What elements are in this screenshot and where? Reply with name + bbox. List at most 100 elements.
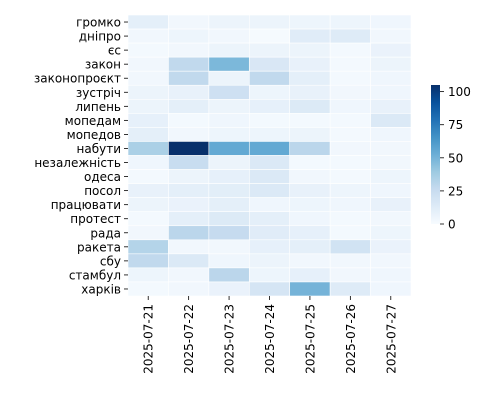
heatmap-cell (248, 225, 291, 241)
heatmap-cell (248, 155, 291, 170)
x-tick-label: 2025-07-25 (303, 304, 317, 374)
heatmap-cell (370, 225, 412, 241)
heatmap-cell (208, 42, 250, 58)
heatmap-cell (289, 281, 331, 297)
x-tick-label: 2025-07-24 (263, 304, 277, 374)
heatmap-cell (127, 183, 169, 198)
y-tick-label: харків (81, 282, 121, 296)
heatmap-cell (168, 169, 210, 184)
y-tick-label: зустріч (76, 86, 121, 100)
heatmap-cell (289, 127, 331, 142)
heatmap-cell (370, 169, 412, 184)
heatmap-cell (127, 225, 169, 241)
heatmap-cell (289, 56, 331, 72)
heatmap-cell (289, 225, 331, 241)
y-tick-label: законопроєкт (34, 72, 121, 86)
heatmap-cell (248, 84, 291, 100)
heatmap-cell (248, 14, 291, 30)
heatmap-cell (329, 225, 371, 241)
heatmap-cell (127, 239, 169, 255)
heatmap-cell (208, 267, 250, 283)
heatmap-cell (208, 70, 250, 86)
heatmap-cell (248, 141, 291, 156)
heatmap-cell (370, 183, 412, 198)
heatmap-cell (168, 42, 210, 58)
heatmap-cell (168, 267, 210, 283)
heatmap-cell (329, 14, 371, 30)
heatmap-cell (248, 42, 291, 58)
heatmap-cell (208, 183, 250, 198)
heatmap-cell (370, 84, 412, 100)
heatmap-cell (208, 84, 250, 100)
heatmap-cell (208, 113, 250, 128)
heatmap-cell (329, 113, 371, 128)
colorbar-tick-label: 75 (448, 118, 463, 132)
heatmap-cell (248, 28, 291, 44)
heatmap-cell (248, 169, 291, 184)
heatmap-cell (168, 281, 210, 297)
heatmap-cell (208, 211, 250, 227)
heatmap-cell (208, 155, 250, 170)
y-tick-label: протест (70, 212, 121, 226)
heatmap-cell (329, 197, 371, 212)
y-tick-label: одеса (84, 170, 121, 184)
heatmap-cell (168, 183, 210, 198)
heatmap-cell (208, 99, 250, 114)
y-tick-label: закон (85, 58, 121, 72)
heatmap-cell (168, 99, 210, 114)
heatmap-cell (329, 127, 371, 142)
y-tick-label: стамбул (69, 268, 121, 282)
heatmap-cell (289, 267, 331, 283)
heatmap-cell (289, 70, 331, 86)
heatmap-cell (370, 141, 412, 156)
heatmap-cell (248, 70, 291, 86)
heatmap-cell (127, 169, 169, 184)
y-tick-label: громко (76, 16, 121, 30)
heatmap-cell (370, 253, 412, 269)
heatmap-cell (370, 155, 412, 170)
heatmap-cell (248, 56, 291, 72)
y-tick-label: дніпро (79, 30, 121, 44)
colorbar-tick-label: 25 (448, 184, 463, 198)
y-tick-label: працювати (51, 198, 121, 212)
y-tick-label: посол (84, 184, 121, 198)
heatmap-cell (168, 141, 210, 156)
heatmap-cell (168, 84, 210, 100)
heatmap-cell (329, 155, 371, 170)
heatmap-cell (208, 28, 250, 44)
colorbar-tick-label: 0 (448, 218, 456, 232)
heatmap-cell (329, 141, 371, 156)
x-tick-label: 2025-07-27 (384, 304, 398, 374)
heatmap-cell (329, 56, 371, 72)
heatmap-cell (370, 70, 412, 86)
heatmap-cell (168, 70, 210, 86)
heatmap-cell (329, 253, 371, 269)
y-tick-label: липень (75, 100, 121, 114)
heatmap-cell (329, 70, 371, 86)
x-tick-label: 2025-07-23 (223, 304, 237, 374)
heatmap-cell (127, 84, 169, 100)
heatmap-cell (370, 267, 412, 283)
heatmap-cell (248, 183, 291, 198)
heatmap-cell (208, 14, 250, 30)
heatmap-cell (370, 211, 412, 227)
heatmap-cell (370, 28, 412, 44)
heatmap-cell (168, 197, 210, 212)
heatmap-cell (208, 141, 250, 156)
heatmap-cell (329, 239, 371, 255)
heatmap-cell (248, 99, 291, 114)
y-tick-label: єс (108, 44, 121, 58)
x-tick-label: 2025-07-21 (142, 304, 156, 374)
heatmap-cell (127, 113, 169, 128)
heatmap-cell (127, 141, 169, 156)
heatmap-cell (208, 239, 250, 255)
heatmap-cell (168, 127, 210, 142)
heatmap-cell (289, 239, 331, 255)
heatmap-cell (208, 127, 250, 142)
y-tick-label: мопедам (65, 114, 121, 128)
heatmap-cell (370, 14, 412, 30)
heatmap-cell (208, 225, 250, 241)
colorbar-tick-label: 100 (448, 85, 471, 99)
heatmap-cell (289, 42, 331, 58)
